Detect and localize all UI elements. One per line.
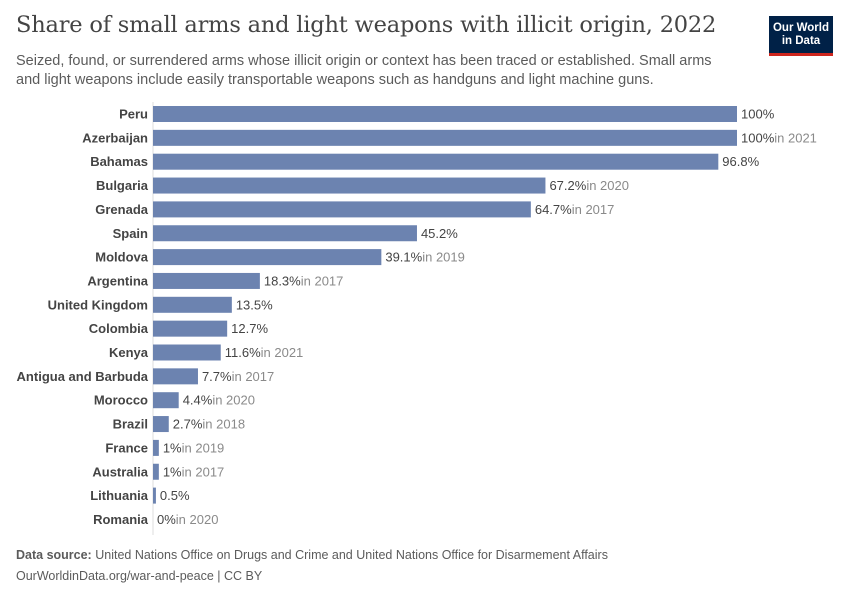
- bar[interactable]: [153, 416, 169, 433]
- bar[interactable]: [153, 344, 221, 361]
- bar[interactable]: [153, 487, 156, 504]
- category-label: Kenya: [109, 345, 149, 360]
- year-note: in 2021: [261, 345, 304, 360]
- value-label: 2.7%in 2018: [173, 417, 245, 432]
- bar[interactable]: [153, 249, 382, 266]
- category-label: Argentina: [87, 273, 148, 288]
- value-label: 1%in 2017: [163, 464, 224, 479]
- bar[interactable]: [153, 225, 417, 242]
- bar[interactable]: [153, 129, 737, 146]
- bar[interactable]: [153, 296, 232, 313]
- bar[interactable]: [153, 153, 719, 170]
- bar[interactable]: [153, 177, 546, 194]
- logo-line-1: Our World: [772, 21, 829, 34]
- year-note: in 2018: [202, 417, 245, 432]
- value-label: 45.2%: [421, 226, 458, 241]
- logo-line-2: in Data: [781, 34, 821, 47]
- bar[interactable]: [153, 201, 531, 218]
- category-label: Bahamas: [90, 154, 148, 169]
- value-label: 100%: [741, 107, 775, 122]
- value-label: 100%in 2021: [741, 130, 817, 145]
- url-license: OurWorldinData.org/war-and-peace | CC BY: [16, 569, 263, 583]
- value-label: 39.1%in 2019: [385, 250, 465, 265]
- value-label: 11.6%in 2021: [225, 345, 304, 360]
- category-label: Bulgaria: [96, 178, 149, 193]
- value-label: 96.8%: [722, 154, 759, 169]
- value-label: 67.2%in 2020: [549, 178, 629, 193]
- category-label: Romania: [93, 512, 149, 527]
- category-label: Spain: [113, 226, 148, 241]
- bar[interactable]: [153, 392, 179, 409]
- bar[interactable]: [153, 272, 260, 289]
- value-label: 4.4%in 2020: [183, 393, 255, 408]
- year-note: in 2020: [212, 393, 255, 408]
- category-label: Antigua and Barbuda: [17, 369, 149, 384]
- category-label: France: [105, 440, 148, 455]
- category-label: Morocco: [94, 393, 148, 408]
- year-note: in 2017: [301, 273, 344, 288]
- data-source-text: United Nations Office on Drugs and Crime…: [95, 548, 608, 562]
- year-note: in 2017: [182, 464, 225, 479]
- chart-title: Share of small arms and light weapons wi…: [16, 12, 717, 38]
- bar[interactable]: [153, 368, 198, 385]
- year-note: in 2021: [774, 130, 817, 145]
- category-label: Grenada: [95, 202, 149, 217]
- category-label: Moldova: [95, 250, 148, 265]
- bar[interactable]: [153, 439, 159, 456]
- chart-subtitle: Seized, found, or surrendered arms whose…: [16, 53, 712, 88]
- year-note: in 2017: [232, 369, 275, 384]
- bar[interactable]: [153, 320, 228, 337]
- value-label: 12.7%: [231, 321, 268, 336]
- value-label: 0.5%: [160, 488, 190, 503]
- year-note: in 2019: [182, 440, 225, 455]
- value-label: 64.7%in 2017: [535, 202, 615, 217]
- category-label: Lithuania: [90, 488, 149, 503]
- year-note: in 2017: [572, 202, 615, 217]
- data-source: Data source: United Nations Office on Dr…: [16, 548, 608, 562]
- value-label: 0%in 2020: [157, 512, 218, 527]
- category-label: Colombia: [89, 321, 149, 336]
- category-label: Peru: [119, 107, 148, 122]
- data-source-label: Data source:: [16, 548, 92, 562]
- category-label: Azerbaijan: [82, 130, 148, 145]
- category-label: Brazil: [113, 417, 148, 432]
- bar[interactable]: [153, 463, 159, 480]
- category-label: United Kingdom: [48, 297, 148, 312]
- bar-chart: Peru 100% Azerbaijan 100%in 2021 Bahamas 96.8…: [17, 102, 817, 535]
- value-label: 13.5%: [236, 297, 273, 312]
- year-note: in 2020: [176, 512, 219, 527]
- owid-logo[interactable]: Our World in Data: [769, 16, 833, 56]
- category-label: Australia: [92, 464, 148, 479]
- value-label: 7.7%in 2017: [202, 369, 274, 384]
- year-note: in 2019: [422, 250, 465, 265]
- year-note: in 2020: [586, 178, 629, 193]
- value-label: 18.3%in 2017: [264, 273, 344, 288]
- value-label: 1%in 2019: [163, 440, 224, 455]
- bar[interactable]: [153, 106, 737, 122]
